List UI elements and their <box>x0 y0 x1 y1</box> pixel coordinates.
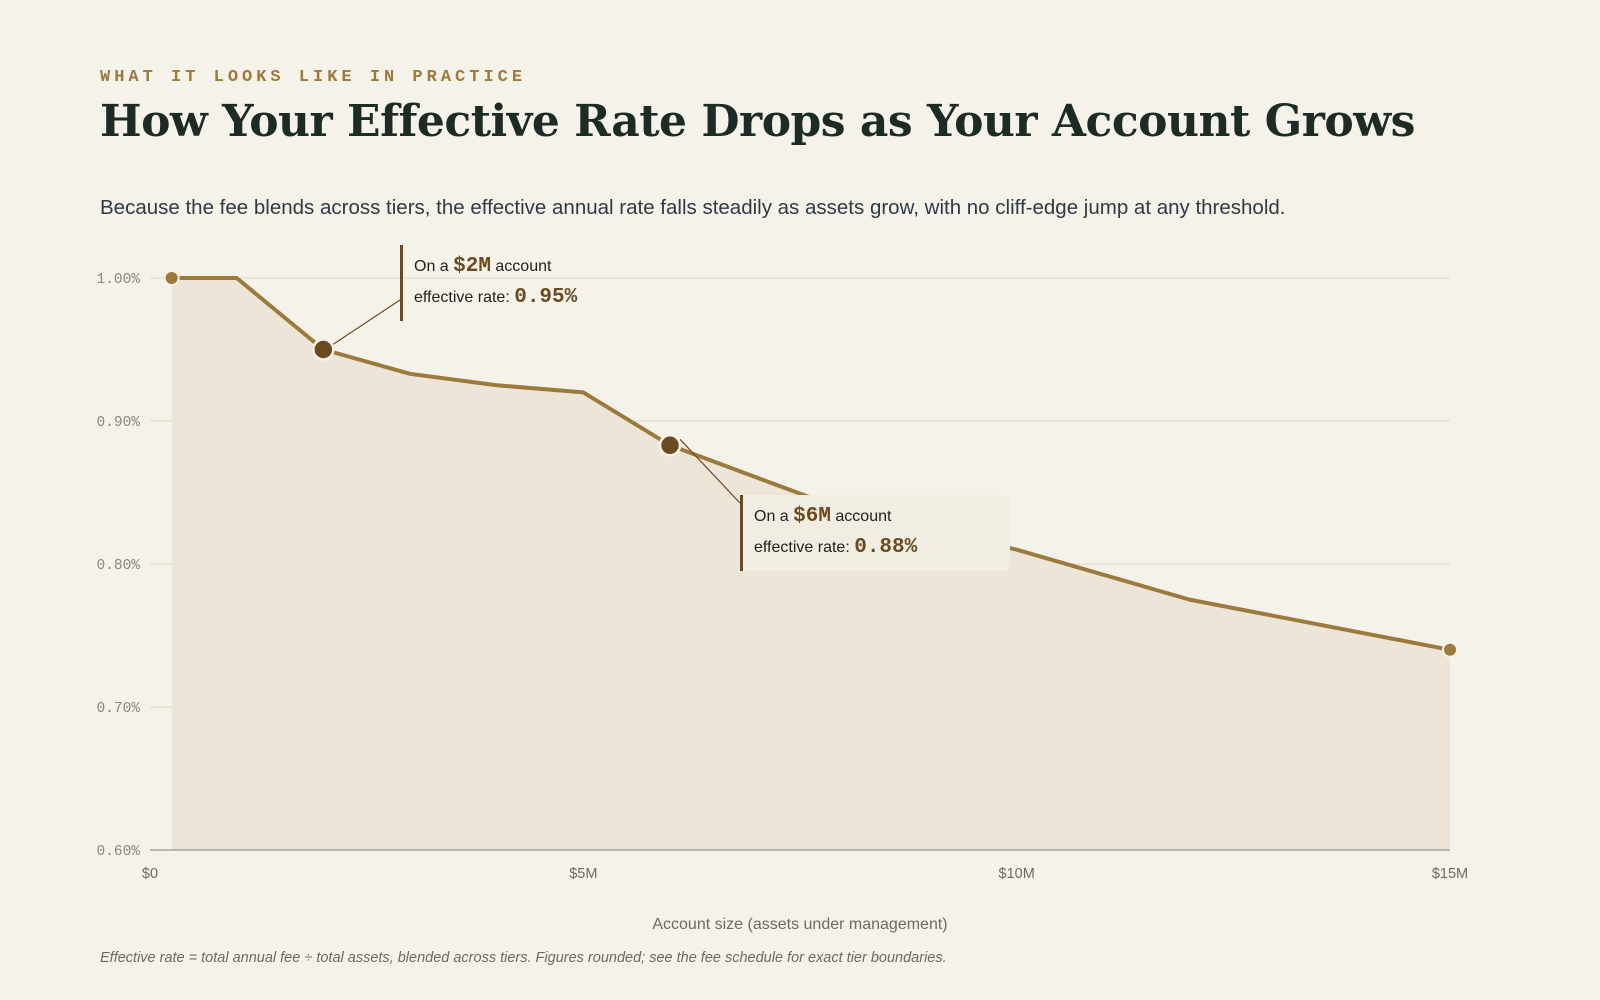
x-tick-label: $0 <box>142 866 158 882</box>
callout-leader <box>331 299 401 347</box>
y-tick-label: 0.90% <box>96 415 140 431</box>
x-axis-label: Account size (assets under management) <box>652 916 948 933</box>
callout-leader <box>679 438 741 504</box>
callout-line-1: On a $6M account <box>754 505 892 528</box>
callout-line-1: On a $2M account <box>414 255 552 278</box>
y-tick-label: 1.00% <box>96 272 140 288</box>
x-tick-label: $15M <box>1432 866 1468 882</box>
callout-rate: 0.88% <box>854 536 918 559</box>
callout-rate: 0.95% <box>514 286 578 309</box>
y-tick-label: 0.80% <box>96 558 140 574</box>
eyebrow-label: WHAT IT LOOKS LIKE IN PRACTICE <box>100 68 527 87</box>
highlight-point <box>312 338 335 361</box>
callout-amount: $2M <box>453 255 491 278</box>
rate-line <box>171 276 1451 652</box>
y-tick-label: 0.70% <box>96 701 140 717</box>
footnote: Effective rate = total annual fee ÷ tota… <box>100 950 947 966</box>
callout-6m: On a $6M account effective rate: 0.88% <box>740 495 1010 571</box>
callout-2m: On a $2M account effective rate: 0.95% <box>400 245 589 321</box>
page-title: How Your Effective Rate Drops as Your Ac… <box>100 96 1415 147</box>
page-subtitle: Because the fee blends across tiers, the… <box>100 196 1286 219</box>
highlight-point <box>658 434 682 457</box>
effective-rate-chart: 0.60% 0.70% 0.80% 0.90% 1.00% $0 $5M $10M $15M <box>96 270 1468 882</box>
x-tick-label: $10M <box>999 866 1035 882</box>
callout-amount: $6M <box>793 505 831 528</box>
endpoint-marker <box>163 270 180 286</box>
endpoint-marker <box>1442 641 1458 658</box>
y-tick-label: 0.60% <box>96 844 140 860</box>
x-tick-label: $5M <box>569 866 597 882</box>
callout-line-2: effective rate: 0.88% <box>754 536 918 559</box>
callout-line-2: effective rate: 0.95% <box>414 286 578 309</box>
